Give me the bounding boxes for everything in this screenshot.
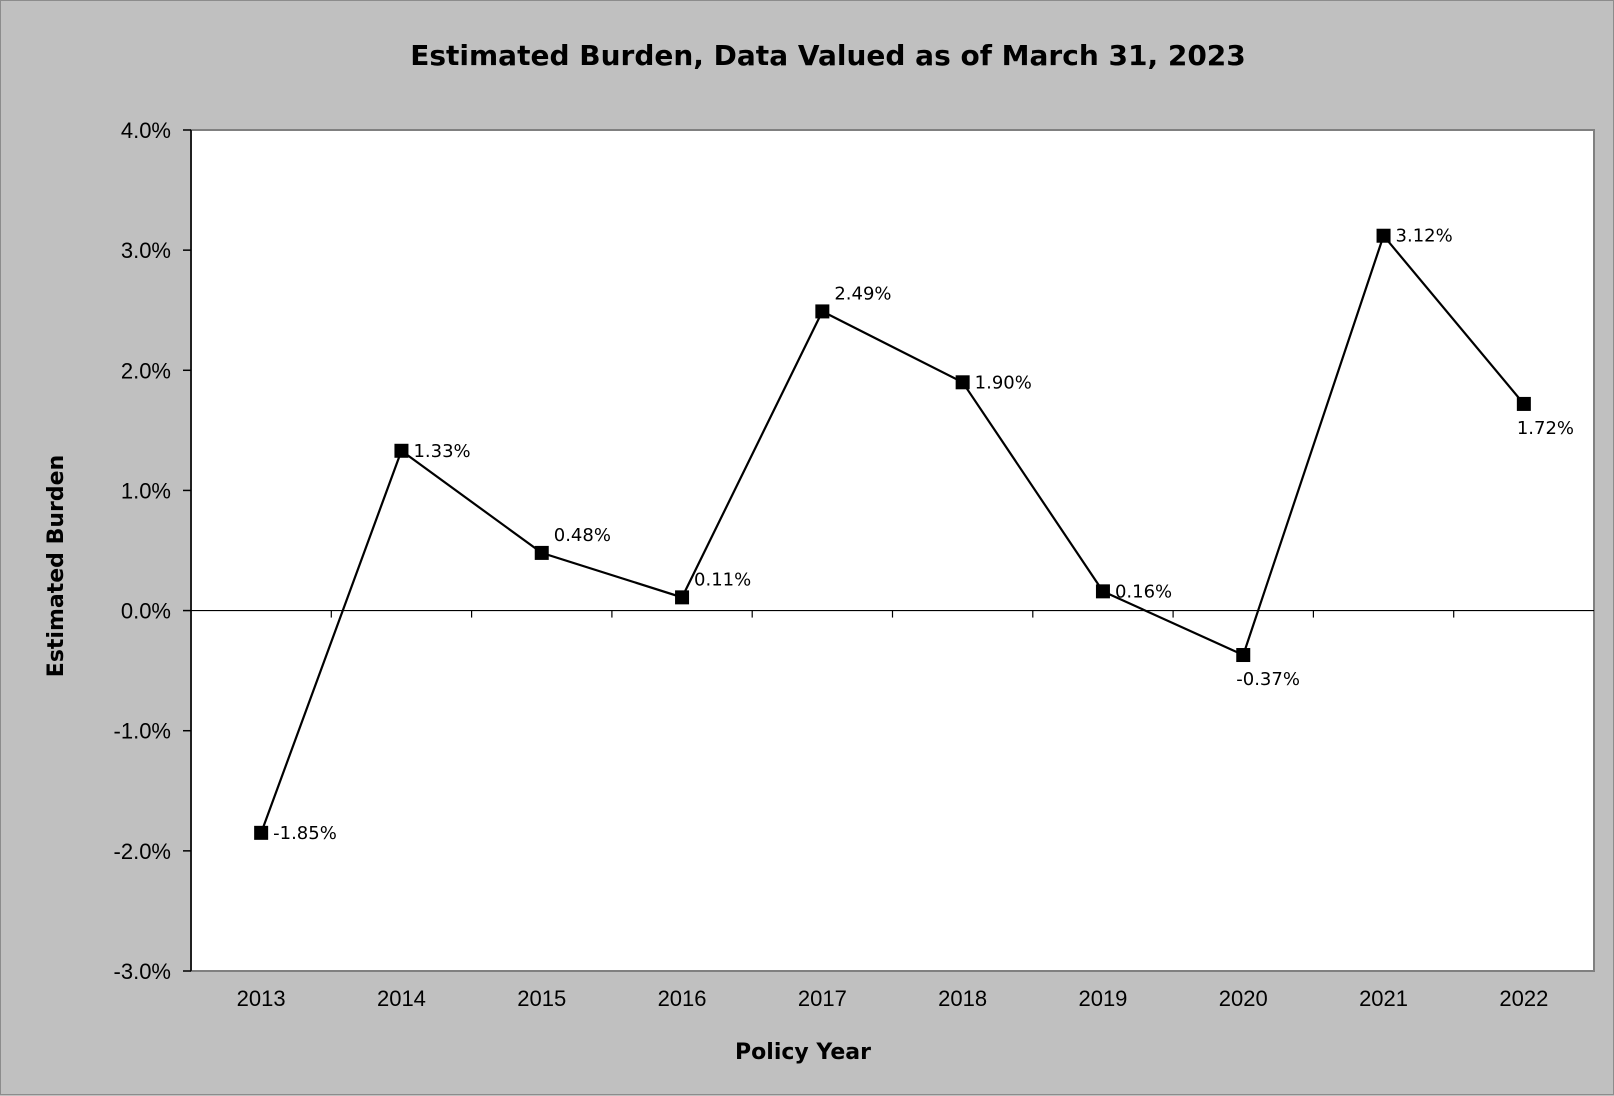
y-tick-label: 4.0% [121,118,171,143]
data-label: 0.48% [554,525,611,546]
data-label: 1.90% [975,372,1032,393]
y-axis-title: Estimated Burden [44,455,69,677]
series-line [260,233,1525,834]
data-point-marker [394,443,409,458]
data-label: -1.85% [273,823,337,844]
data-point-marker [955,375,970,390]
series-estimated-burden [254,228,1531,840]
data-label: 3.12% [1396,226,1453,247]
data-point-marker [1236,648,1251,663]
data-point-marker [534,545,549,560]
chart-title: Estimated Burden, Data Valued as of Marc… [410,39,1246,72]
x-tick-label: 2016 [658,986,707,1011]
x-tick-label: 2013 [237,986,286,1011]
data-point-marker [1095,584,1110,599]
data-point-marker [675,590,690,605]
y-tick-label: 0.0% [121,599,171,624]
y-tick-label: 1.0% [121,478,171,503]
data-labels: -1.85% 1.33% 0.48% 0.11% 2.49% 1.90% 0.16% -0.3… [273,226,1574,844]
x-tick-label: 2014 [377,986,426,1011]
y-tick-label: -1.0% [114,719,171,744]
x-tick-label: 2019 [1078,986,1127,1011]
x-tick-label: 2020 [1219,986,1268,1011]
x-tick-label: 2018 [938,986,987,1011]
x-tick-label: 2017 [798,986,847,1011]
plot-area [190,129,1595,972]
y-tick-label: -3.0% [114,959,171,984]
x-axis-title: Policy Year [735,1040,871,1065]
data-label: 2.49% [834,283,891,304]
data-point-marker [1376,228,1391,243]
x-axis: 2013 2014 2015 2016 2017 2018 2019 2020 2021 2022 [191,609,1594,1011]
data-point-marker [1516,396,1531,411]
y-axis: 4.0% 3.0% 2.0% 1.0% 0.0% -1.0% -2.0% -3.0% [114,118,192,984]
data-label: 0.11% [694,569,751,590]
x-tick-label: 2015 [517,986,566,1011]
data-label: 1.72% [1517,418,1574,439]
data-label: -0.37% [1236,669,1300,690]
y-tick-label: -2.0% [114,839,171,864]
x-tick-label: 2022 [1499,986,1548,1011]
data-label: 0.16% [1115,581,1172,602]
x-tick-label: 2021 [1359,986,1408,1011]
data-label: 1.33% [413,441,470,462]
y-tick-label: 3.0% [121,238,171,263]
data-point-marker [815,304,830,319]
y-tick-label: 2.0% [121,358,171,383]
data-point-marker [254,825,269,840]
